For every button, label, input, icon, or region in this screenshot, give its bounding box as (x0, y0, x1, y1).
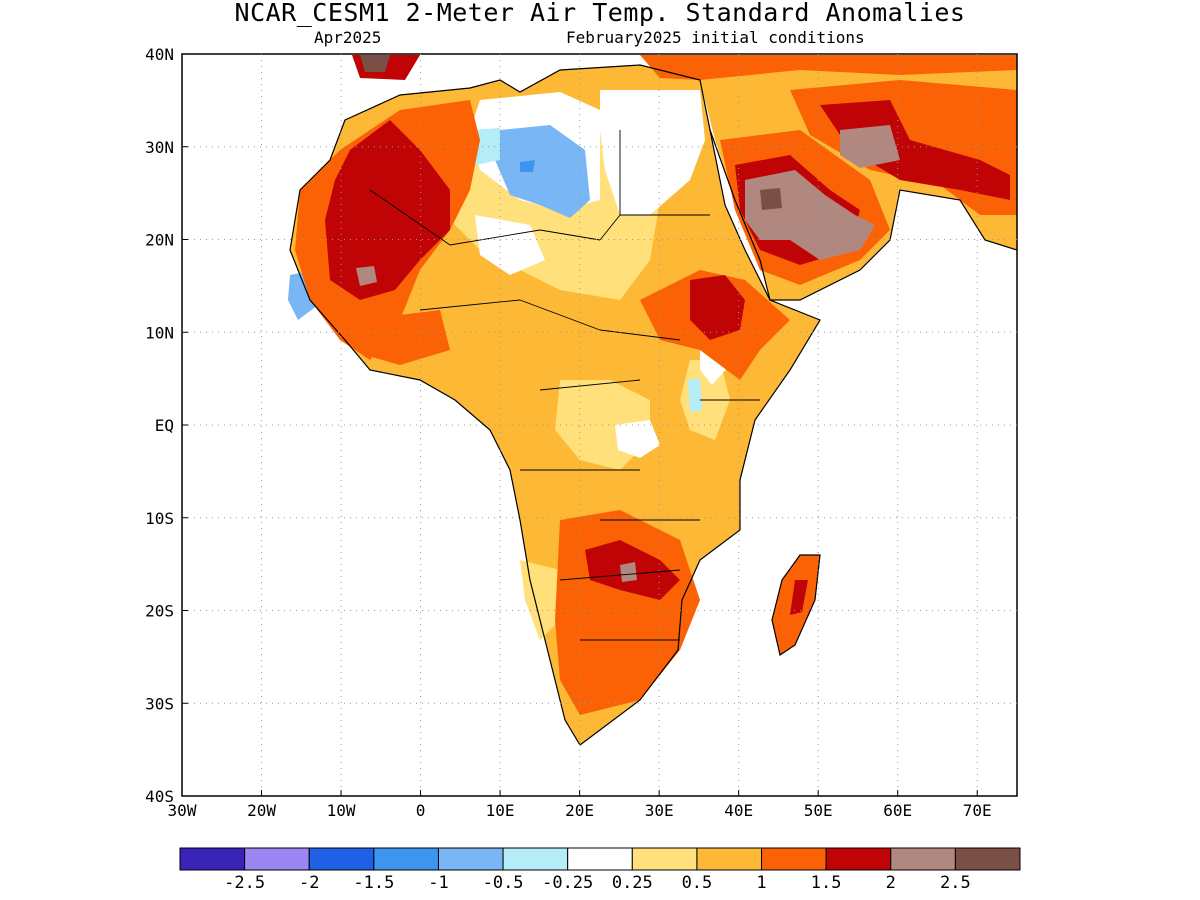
lat-tick-label: EQ (155, 416, 174, 435)
legend-label: -2.5 (224, 873, 265, 893)
arabia-darkbrown (760, 188, 782, 210)
lon-tick-label: 10W (327, 801, 356, 820)
lon-tick-label: 20W (247, 801, 276, 820)
lon-tick-label: 50E (804, 801, 833, 820)
madagascar-red (790, 580, 808, 615)
longitude-axis: 30W 20W 10W 0 10E 20E 30E 40E 50E 60E 70E (168, 790, 992, 820)
lat-tick-label: 30S (145, 694, 174, 713)
legend-label: -1.5 (353, 873, 394, 893)
zambia-peak (620, 562, 637, 582)
coastlines (289, 64, 1017, 746)
mali-red (325, 120, 450, 300)
legend-swatch (954, 847, 1021, 871)
legend-swatch (244, 847, 310, 871)
chart-title: NCAR_CESM1 2-Meter Air Temp. Standard An… (234, 0, 966, 27)
lon-tick-label: 60E (883, 801, 912, 820)
legend-swatch (825, 847, 892, 871)
lon-tick-label: 30E (645, 801, 674, 820)
lat-tick-label: 40S (145, 787, 174, 806)
gridlines (182, 54, 1017, 796)
legend-label: -0.5 (483, 873, 524, 893)
legend-label: 2.5 (940, 873, 971, 893)
color-legend: -2.5 -2 -1.5 -1 -0.5 -0.25 0.25 0.5 1 1.5 2 2.5 (179, 847, 1021, 893)
valid-month-label: Apr2025 (314, 28, 382, 47)
ethiopia-red (690, 275, 745, 340)
africa-coastline (289, 64, 821, 746)
initial-conditions-label: February2025 initial conditions (566, 28, 865, 47)
lon-tick-label: 70E (963, 801, 992, 820)
legend-swatch (179, 847, 246, 871)
lat-tick-label: 30N (145, 138, 174, 157)
border-lines (369, 130, 760, 641)
lat-tick-label: 20S (145, 602, 174, 621)
legend-swatch (696, 847, 763, 871)
legend-label: -0.25 (542, 873, 593, 893)
legend-label: 2 (886, 873, 896, 893)
lon-tick-label: 40E (724, 801, 753, 820)
victoria-white (615, 420, 660, 458)
legend-swatch (373, 847, 439, 871)
arabia-coastline (709, 129, 1017, 301)
victoria-lightblue (688, 378, 702, 412)
mauritania-white (475, 215, 545, 275)
legend-swatch (308, 847, 375, 871)
legend-label: 0.5 (682, 873, 713, 893)
egypt-white (600, 90, 705, 215)
latitude-axis: 40N 30N 20N 10N EQ 10S 20S 30S 40S (145, 45, 188, 806)
iberia-peak (360, 55, 390, 72)
iran-red (820, 100, 1010, 200)
lat-tick-label: 10S (145, 509, 174, 528)
legend-swatch (631, 847, 698, 871)
legend-swatch (890, 847, 956, 871)
lon-tick-label: 0 (416, 801, 426, 820)
legend-swatch (761, 847, 827, 871)
lon-tick-label: 30W (168, 801, 197, 820)
legend-label: -2 (299, 873, 319, 893)
lat-tick-label: 40N (145, 45, 174, 64)
legend-label: 1 (756, 873, 766, 893)
libya-blue (495, 125, 590, 218)
legend-label: 0.25 (612, 873, 653, 893)
legend-swatch (567, 847, 633, 871)
mali-peak (356, 266, 377, 286)
legend-swatch (502, 847, 569, 871)
lon-tick-label: 10E (486, 801, 515, 820)
legend-label: -1 (428, 873, 448, 893)
libya-blue-core (520, 160, 535, 172)
europe-strip (640, 55, 1017, 80)
lat-tick-label: 20N (145, 231, 174, 250)
lat-tick-label: 10N (145, 323, 174, 342)
iran-brown (840, 125, 900, 168)
legend-label: 1.5 (811, 873, 842, 893)
lon-tick-label: 20E (565, 801, 594, 820)
legend-swatch (437, 847, 504, 871)
madagascar-coastline (771, 554, 821, 656)
ghana-orange (360, 310, 450, 365)
